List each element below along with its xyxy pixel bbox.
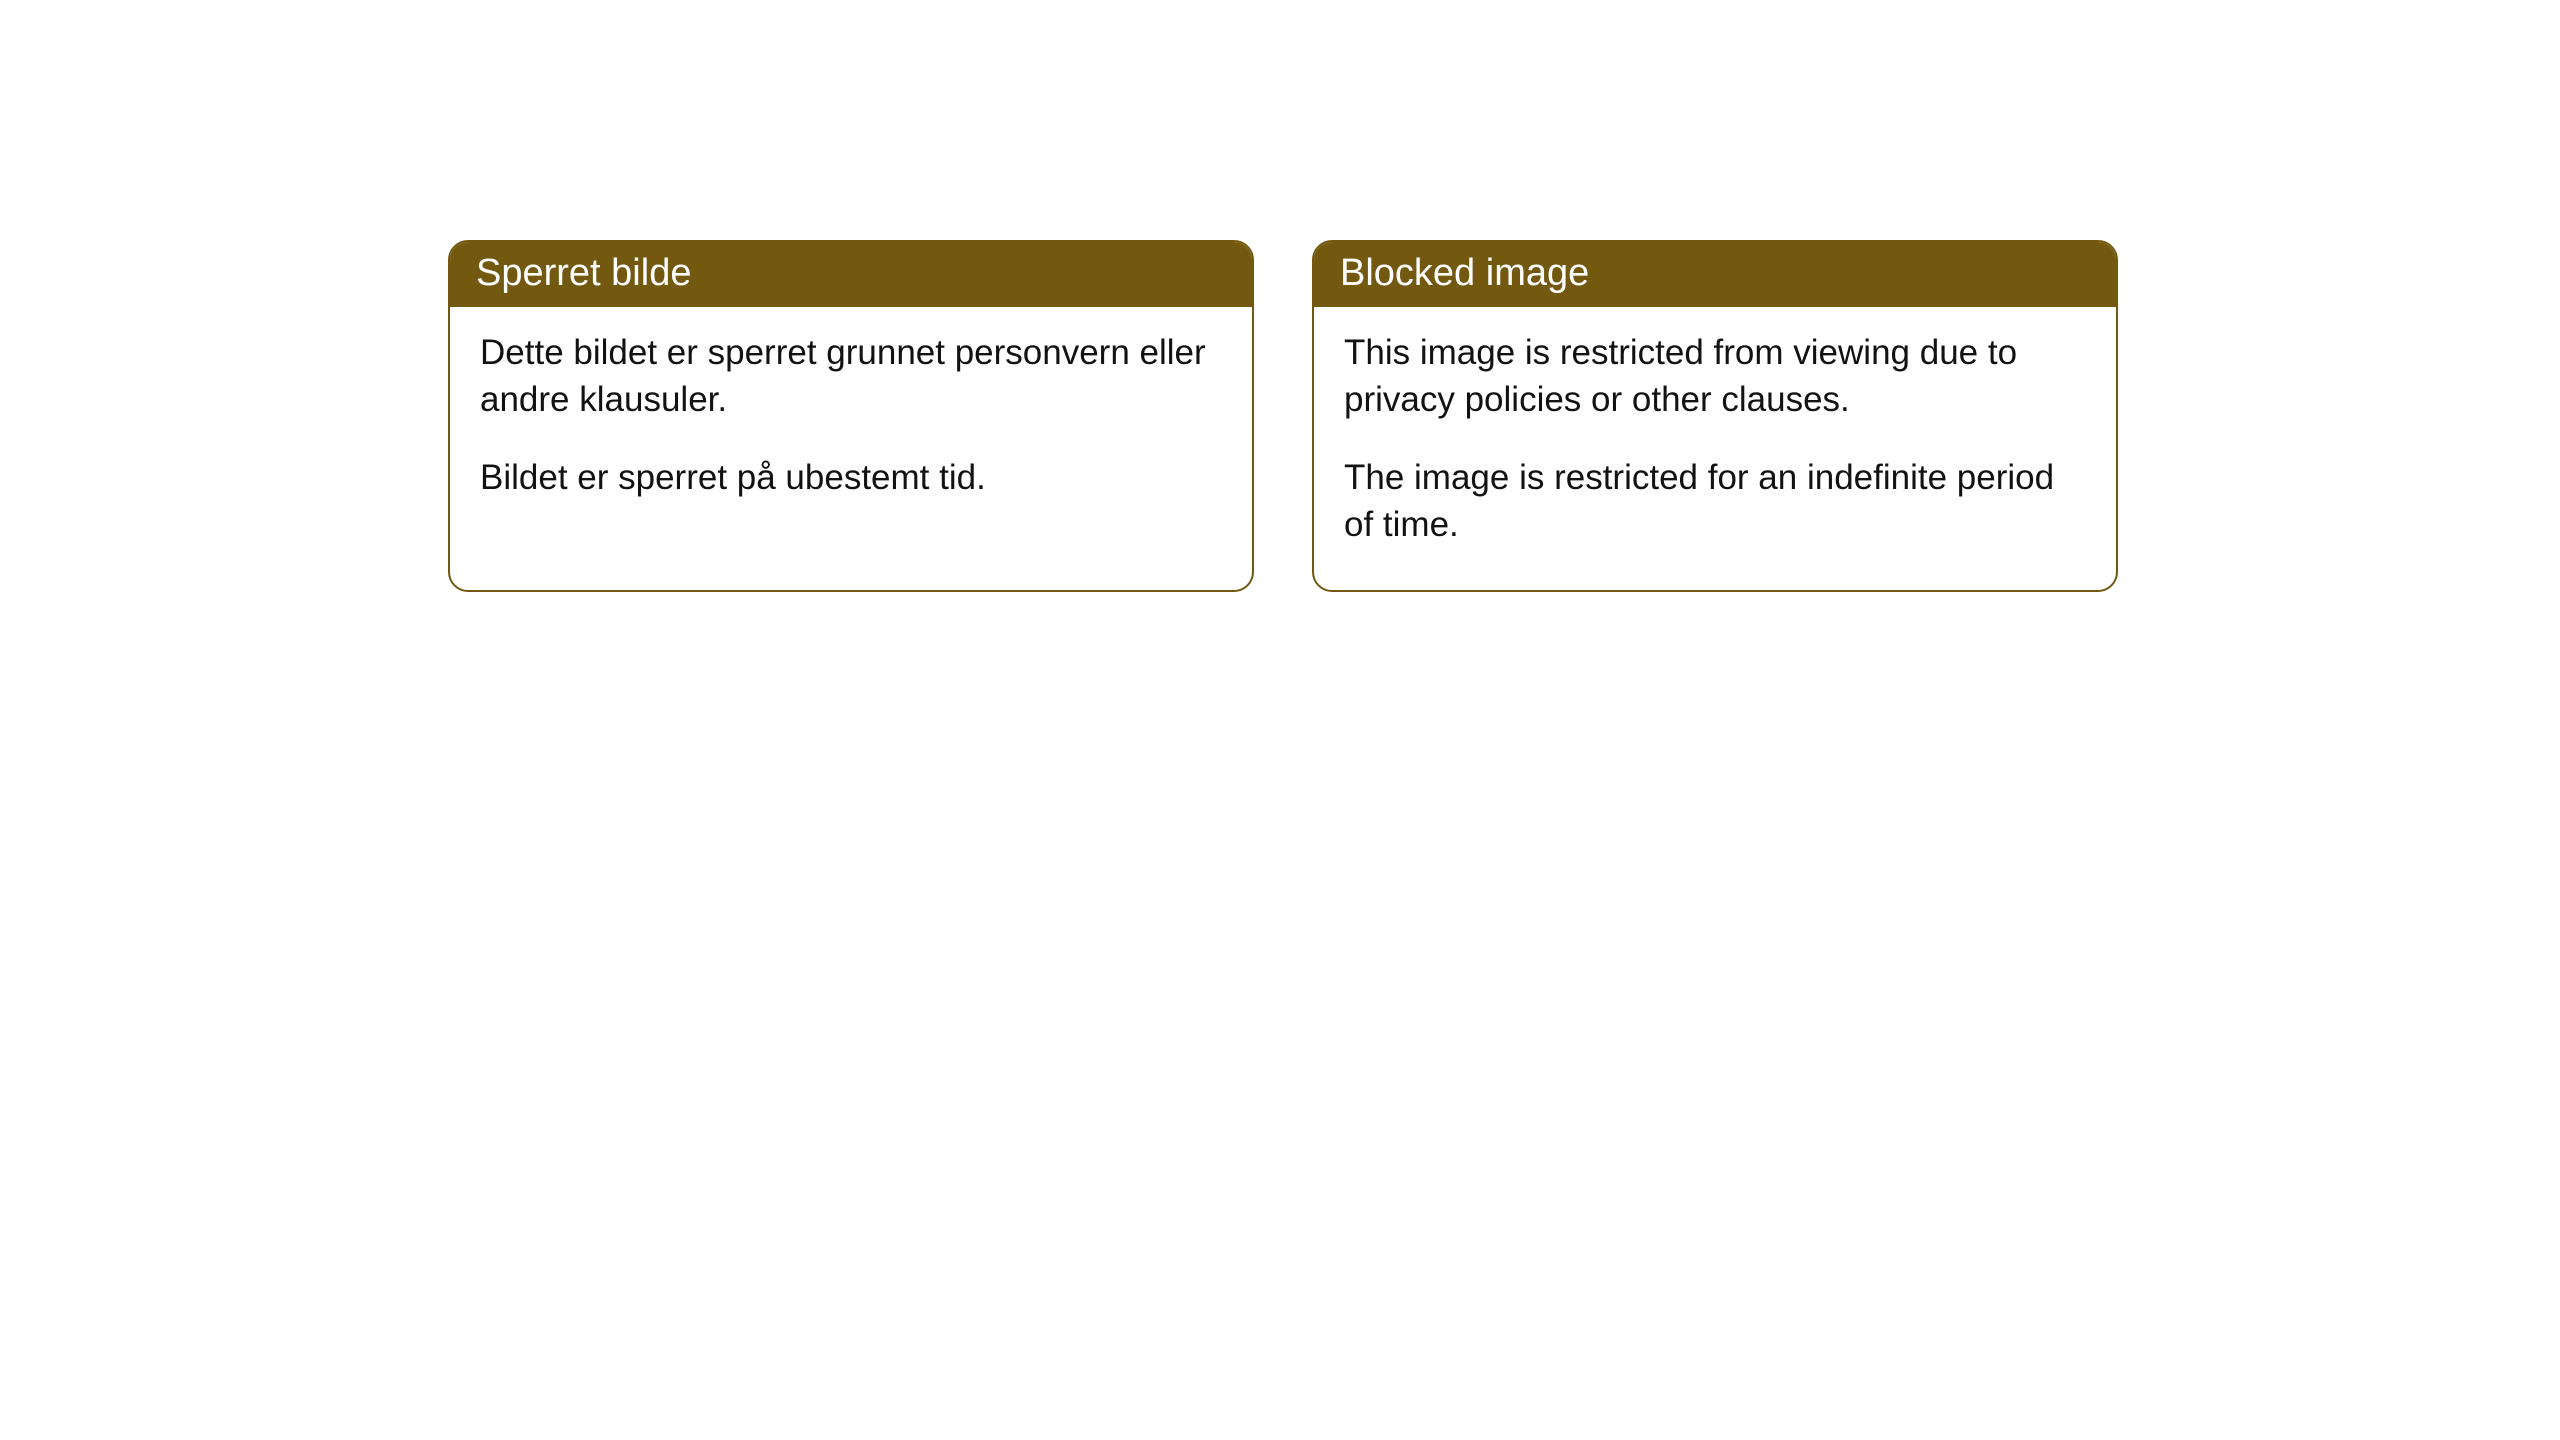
- panel-text-2: Bildet er sperret på ubestemt tid.: [480, 454, 1222, 501]
- panel-english: Blocked image This image is restricted f…: [1312, 240, 2118, 592]
- panel-body-english: This image is restricted from viewing du…: [1314, 307, 2116, 590]
- panel-text-1: Dette bildet er sperret grunnet personve…: [480, 329, 1222, 424]
- panel-header-english: Blocked image: [1314, 242, 2116, 307]
- panel-norwegian: Sperret bilde Dette bildet er sperret gr…: [448, 240, 1254, 592]
- panel-text-1: This image is restricted from viewing du…: [1344, 329, 2086, 424]
- panel-body-norwegian: Dette bildet er sperret grunnet personve…: [450, 307, 1252, 543]
- panel-container: Sperret bilde Dette bildet er sperret gr…: [448, 240, 2560, 592]
- panel-text-2: The image is restricted for an indefinit…: [1344, 454, 2086, 549]
- panel-header-norwegian: Sperret bilde: [450, 242, 1252, 307]
